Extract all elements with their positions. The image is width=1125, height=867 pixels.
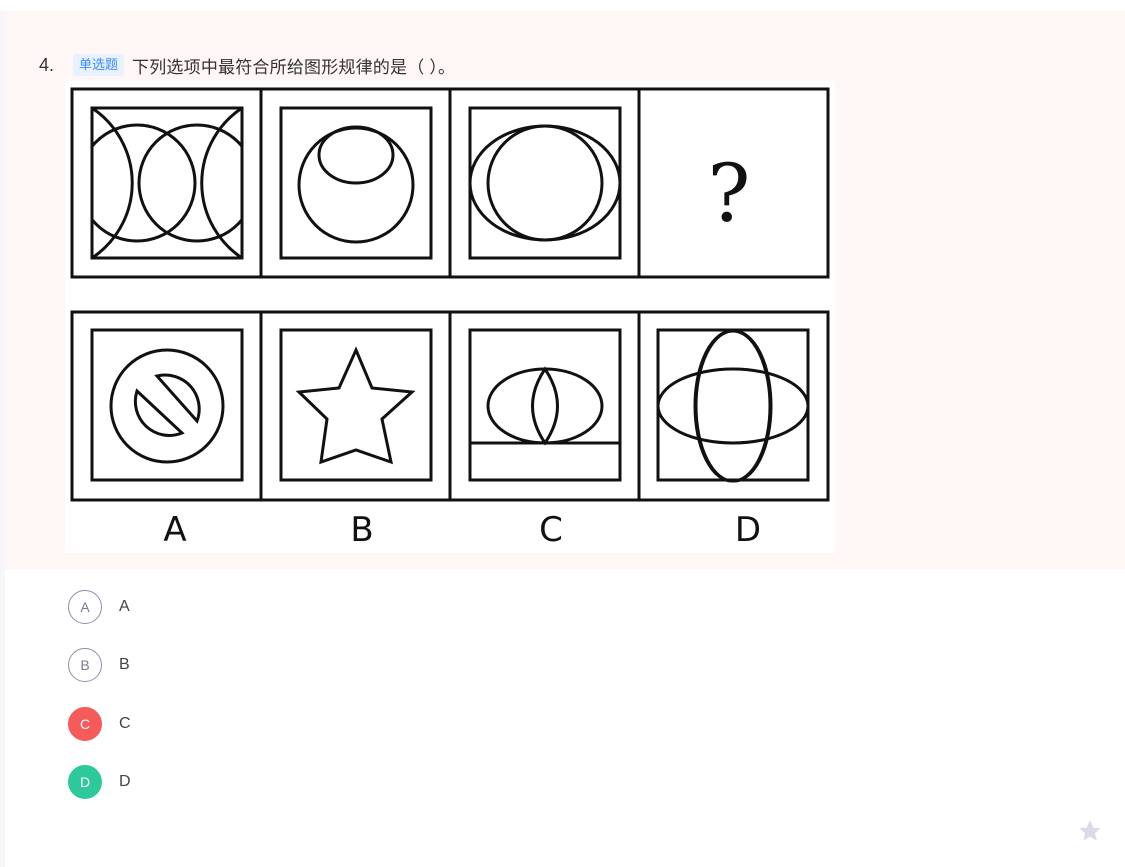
question-card: 4. 单选题 下列选项中最符合所给图形规律的是（ ）。 (5, 11, 1125, 570)
option-b-label: B (119, 656, 130, 673)
figure-svg: ? (70, 87, 830, 550)
option-figure-c (468, 328, 622, 482)
top-figure-3 (468, 106, 622, 260)
option-b-circle[interactable]: B (68, 648, 102, 682)
option-figure-b (279, 328, 433, 482)
question-header: 4. 单选题 下列选项中最符合所给图形规律的是（ ）。 (39, 52, 455, 78)
option-figure-d (656, 328, 810, 483)
question-mark: ? (708, 147, 751, 240)
option-c-label: C (119, 715, 131, 732)
question-type-tag: 单选题 (73, 54, 125, 76)
option-d-label: D (119, 773, 131, 790)
option-d-circle[interactable]: D (68, 765, 102, 799)
star-icon[interactable] (1077, 818, 1103, 844)
option-c-circle[interactable]: C (68, 707, 102, 741)
question-number: 4. (39, 54, 55, 75)
favorite-button[interactable] (1077, 818, 1103, 844)
figure-letter-d: D (735, 510, 761, 550)
option-figure-a (90, 328, 244, 482)
figure-letter-c: C (539, 510, 563, 550)
option-a-circle[interactable]: A (68, 590, 102, 624)
figure-letter-b: B (350, 510, 373, 550)
option-b[interactable]: B B (68, 647, 368, 683)
top-figure-1 (90, 106, 244, 260)
option-a[interactable]: A A (68, 589, 368, 625)
option-a-label: A (119, 598, 130, 615)
option-c[interactable]: C C (68, 706, 368, 742)
left-edge (0, 10, 5, 867)
top-figure-2 (279, 106, 433, 260)
option-d[interactable]: D D (68, 764, 368, 800)
figure-letter-a: A (163, 510, 186, 550)
question-figure: ? (65, 81, 835, 553)
top-strip (0, 0, 1125, 10)
question-text: 下列选项中最符合所给图形规律的是（ ）。 (132, 57, 456, 77)
